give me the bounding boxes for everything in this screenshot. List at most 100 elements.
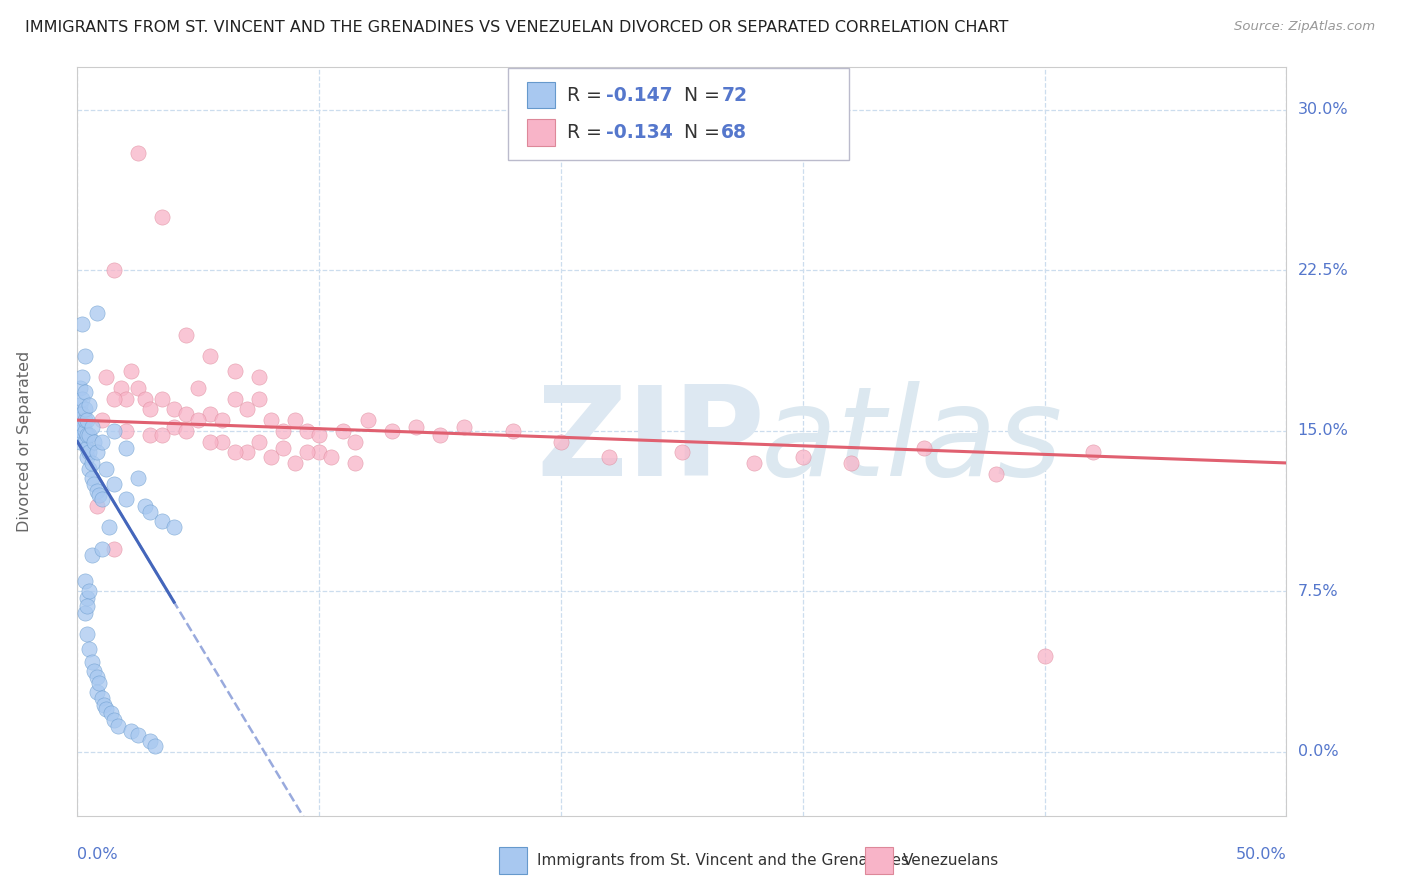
Point [73, 349, 96, 363]
Point [90, 541, 112, 556]
Point [90, 413, 112, 427]
Point [744, 456, 766, 470]
Point [86, 445, 108, 459]
Point [69, 407, 91, 421]
Point [76, 441, 98, 455]
Point [127, 145, 149, 160]
Text: 68: 68 [721, 123, 747, 142]
Point [114, 392, 136, 406]
Point [86, 685, 108, 699]
Point [163, 520, 186, 534]
Point [550, 434, 572, 449]
Point [70, 428, 93, 442]
Point [69, 398, 91, 412]
Point [103, 541, 125, 556]
Point [139, 428, 162, 442]
Point [87, 488, 110, 502]
Point [163, 419, 186, 434]
Point [80, 456, 103, 470]
Point [73, 434, 96, 449]
Point [224, 392, 246, 406]
Point [79, 398, 101, 412]
Point [127, 471, 149, 485]
Text: 0.0%: 0.0% [77, 847, 118, 862]
Point [174, 327, 197, 342]
Text: N =: N = [672, 86, 725, 104]
Point [110, 381, 132, 395]
Point [839, 456, 862, 470]
Point [284, 456, 307, 470]
Point [79, 445, 101, 459]
Point [150, 392, 173, 406]
Point [139, 505, 162, 519]
Point [96, 462, 118, 476]
Text: Venezuelans: Venezuelans [903, 854, 998, 868]
Point [163, 402, 186, 417]
Text: 72: 72 [721, 86, 747, 104]
Point [76, 627, 98, 641]
Point [308, 445, 330, 459]
Text: R =: R = [567, 123, 607, 142]
Point [321, 450, 343, 464]
Point [114, 492, 136, 507]
Text: Divorced or Separated: Divorced or Separated [17, 351, 32, 533]
Point [405, 419, 427, 434]
Point [103, 424, 125, 438]
Point [139, 734, 162, 748]
Point [69, 381, 91, 395]
Point [271, 441, 294, 455]
Point [103, 392, 125, 406]
Point [912, 441, 935, 455]
Point [86, 499, 108, 513]
Point [76, 599, 98, 614]
Point [70, 424, 93, 438]
Point [96, 702, 118, 716]
Point [247, 370, 270, 384]
Point [247, 392, 270, 406]
Text: N =: N = [672, 123, 725, 142]
Point [1081, 445, 1104, 459]
Point [598, 450, 620, 464]
Point [260, 413, 283, 427]
Text: atlas: atlas [761, 381, 1063, 502]
Point [76, 428, 98, 442]
Point [224, 445, 246, 459]
Point [295, 424, 318, 438]
Point [150, 210, 173, 224]
Point [671, 445, 693, 459]
Point [86, 306, 108, 320]
Text: 7.5%: 7.5% [1298, 584, 1339, 599]
Point [79, 428, 101, 442]
Point [127, 728, 149, 742]
Point [76, 413, 98, 427]
Text: Source: ZipAtlas.com: Source: ZipAtlas.com [1234, 20, 1375, 33]
Point [134, 392, 156, 406]
Point [200, 349, 222, 363]
Point [139, 402, 162, 417]
Text: -0.134: -0.134 [606, 123, 672, 142]
Point [93, 698, 115, 712]
Text: 0.0%: 0.0% [1298, 745, 1339, 759]
Text: -0.147: -0.147 [606, 86, 672, 104]
Point [127, 381, 149, 395]
Point [76, 450, 98, 464]
Point [87, 676, 110, 690]
Point [295, 445, 318, 459]
Point [150, 514, 173, 528]
Point [235, 402, 257, 417]
Point [271, 424, 294, 438]
Point [97, 520, 120, 534]
Point [73, 385, 96, 400]
Point [90, 691, 112, 706]
Point [79, 584, 101, 599]
Point [83, 664, 105, 678]
Point [114, 424, 136, 438]
Point [120, 364, 142, 378]
Point [502, 424, 524, 438]
Point [260, 450, 283, 464]
Point [73, 606, 96, 620]
Point [70, 370, 93, 384]
Point [224, 364, 246, 378]
Point [308, 428, 330, 442]
Text: 22.5%: 22.5% [1298, 263, 1348, 277]
